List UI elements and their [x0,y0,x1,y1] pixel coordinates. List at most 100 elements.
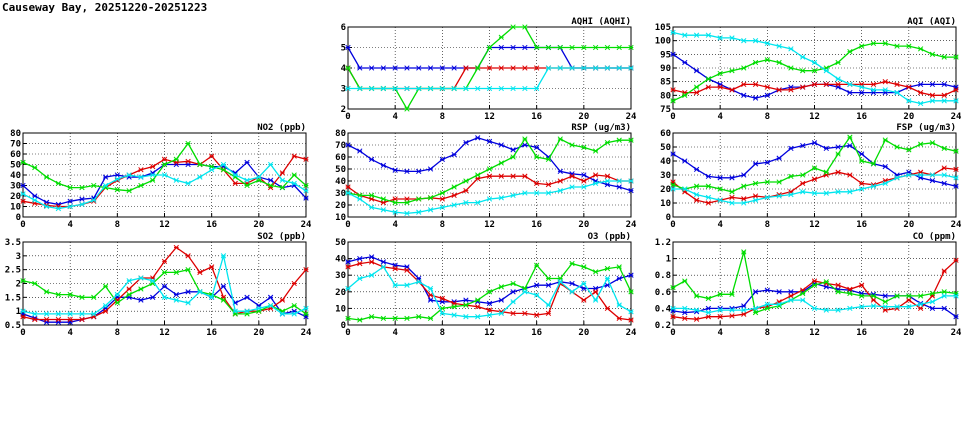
data-point [451,312,457,318]
x-tick-label: 4 [67,328,73,338]
data-point [764,305,770,312]
data-point [279,184,286,191]
data-point [303,188,309,194]
data-point [800,180,806,187]
data-point [941,54,947,60]
data-point [894,43,900,49]
data-point [451,85,457,92]
data-point [20,191,26,197]
data-point [693,166,700,173]
data-point [604,139,611,146]
data-point [800,172,806,178]
y-tick-label: 1 [16,307,21,317]
data-point [392,167,398,173]
data-point [463,302,469,308]
data-point [917,141,924,147]
data-point [498,142,504,148]
data-point [752,81,759,88]
data-point [380,315,387,322]
data-point [486,173,493,179]
data-point [729,87,735,93]
y-tick-label: 10 [335,304,346,314]
data-point [291,153,297,159]
chart-panel-5: SO2 (ppb) 0.5 1 1.5 2 2.5 3 3.5 0 4 8 12 16 20 24 [5,232,312,338]
data-point [185,267,191,273]
data-point [764,40,770,47]
data-point [592,289,599,295]
data-point [628,187,634,194]
data-point [670,87,676,93]
data-point [404,315,410,322]
data-point [368,204,375,211]
x-tick-label: 12 [484,220,495,230]
data-point [788,173,794,180]
y-tick-label: 3 [341,85,346,95]
data-point [150,163,156,170]
data-point [788,46,794,52]
x-tick-label: 20 [253,220,264,230]
data-point [705,295,712,302]
data-point [776,301,782,307]
y-tick-label: 1.2 [655,238,671,248]
data-point [752,59,759,66]
y-tick-label: 70 [10,140,21,150]
data-point [752,289,759,295]
data-point [882,79,888,85]
x-tick-label: 12 [484,112,495,122]
x-tick-label: 4 [67,220,73,230]
x-tick-label: 8 [115,328,120,338]
data-point [463,178,469,184]
data-point [486,196,493,202]
data-point [498,34,504,40]
y-tick-label: 85 [660,78,671,88]
data-point [291,172,297,178]
data-point [416,65,422,71]
x-tick-label: 24 [626,112,637,122]
data-point [776,193,782,199]
data-point [439,85,445,92]
data-point [345,264,351,270]
data-point [357,148,363,154]
data-point [91,182,97,189]
data-point [102,182,109,189]
y-tick-label: 4 [341,64,347,74]
data-point [741,307,747,313]
data-point [279,311,286,317]
data-point [894,293,900,299]
data-point [682,92,688,98]
series-2 [20,267,309,317]
x-tick-label: 20 [578,220,589,230]
data-point [811,140,818,146]
data-point [244,294,250,300]
data-point [114,291,120,298]
data-point [67,311,73,317]
data-point [604,305,611,312]
data-point [823,169,829,175]
data-point [138,167,144,173]
data-point [55,291,62,298]
data-point [291,311,297,317]
data-point [569,289,575,295]
data-point [557,279,563,285]
data-point [345,190,351,196]
data-point [209,153,215,159]
data-point [380,162,387,169]
data-point [592,148,599,154]
data-point [185,140,191,147]
data-point [232,172,238,178]
data-point [357,65,363,71]
data-point [604,282,611,288]
data-point [43,203,50,210]
data-point [705,309,712,316]
y-tick-label: 80 [335,129,346,139]
data-point [232,180,238,187]
data-point [510,44,516,51]
data-point [917,89,924,96]
data-point [427,65,434,71]
data-point [670,151,676,157]
series-3 [20,161,309,212]
y-tick-label: 0.6 [655,288,671,298]
data-point [256,305,262,312]
data-point [404,65,410,71]
data-point [616,315,622,322]
